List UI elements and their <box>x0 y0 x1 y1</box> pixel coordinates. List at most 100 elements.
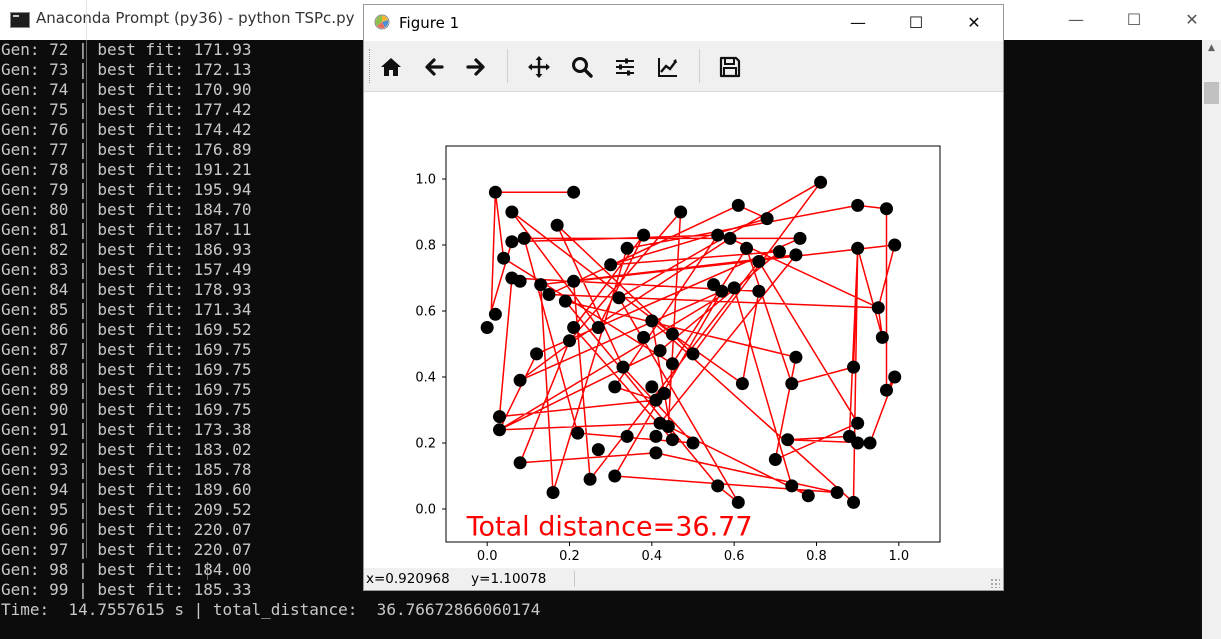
city-point <box>686 347 700 361</box>
figure-window: Figure 1 — ☐ ✕ <box>363 4 1004 591</box>
city-point <box>558 294 572 308</box>
close-button[interactable]: ✕ <box>1185 10 1199 29</box>
console-line: Gen: 89 | best fit: 169.75 <box>1 380 252 399</box>
city-point <box>851 416 865 430</box>
console-line: Gen: 86 | best fit: 169.52 <box>1 320 252 339</box>
city-point <box>513 373 527 387</box>
city-point <box>863 436 877 450</box>
console-summary-divider <box>207 562 208 580</box>
subplots-button[interactable] <box>610 52 640 82</box>
customize-icon <box>658 58 677 77</box>
toolbar-separator <box>507 49 508 83</box>
console-line: Gen: 78 | best fit: 191.21 <box>1 160 252 179</box>
city-point <box>847 360 861 374</box>
console-scrollbar[interactable]: ▲ <box>1202 40 1221 639</box>
x-tick-label: 0.8 <box>806 549 827 564</box>
city-point <box>752 284 766 298</box>
console-line: Gen: 76 | best fit: 174.42 <box>1 120 252 139</box>
zoom-button[interactable] <box>567 52 597 82</box>
console-line: Gen: 85 | best fit: 171.34 <box>1 300 252 319</box>
city-point <box>674 205 688 219</box>
figure-maximize-button[interactable]: ☐ <box>908 13 924 32</box>
maximize-button[interactable]: ☐ <box>1126 10 1142 29</box>
minimize-button[interactable]: — <box>1068 10 1084 29</box>
customize-button[interactable] <box>653 52 683 82</box>
city-point <box>879 383 893 397</box>
home-button[interactable] <box>376 52 406 82</box>
city-point <box>752 255 766 268</box>
city-point <box>591 321 605 334</box>
city-point <box>772 245 786 259</box>
console-line: Gen: 83 | best fit: 157.49 <box>1 260 252 279</box>
city-point <box>760 212 774 226</box>
console-line: Gen: 72 | best fit: 171.93 <box>1 40 252 59</box>
terminal-icon <box>10 12 30 28</box>
city-point <box>851 198 865 212</box>
back-button[interactable] <box>419 52 449 82</box>
city-point <box>583 472 597 486</box>
total-distance-annotation: Total distance=36.77 <box>466 512 753 543</box>
scroll-up-icon[interactable]: ▲ <box>1208 43 1215 53</box>
subplots-icon <box>616 58 634 76</box>
y-tick-label: 0.2 <box>415 437 436 452</box>
city-point <box>649 446 663 460</box>
city-point <box>608 469 622 483</box>
axes-frame <box>445 145 941 543</box>
city-point <box>567 185 581 199</box>
console-line: Gen: 74 | best fit: 170.90 <box>1 80 252 99</box>
console-title: Anaconda Prompt (py36) - python TSPc.py <box>36 9 355 27</box>
city-point <box>620 241 634 255</box>
y-tick-label: 0.0 <box>415 503 436 518</box>
resize-grip[interactable] <box>990 578 1000 588</box>
city-point <box>534 278 548 292</box>
figure-close-button[interactable]: ✕ <box>967 13 981 32</box>
console-line: Gen: 84 | best fit: 178.93 <box>1 280 252 299</box>
pan-button[interactable] <box>524 52 554 82</box>
city-point <box>715 284 729 298</box>
city-point <box>785 479 799 493</box>
city-point <box>505 235 519 249</box>
toolbar-grip[interactable] <box>369 49 373 83</box>
city-point <box>571 426 585 440</box>
figure-minimize-button[interactable]: — <box>850 13 866 32</box>
back-arrow-icon <box>425 58 444 76</box>
city-point <box>665 357 679 371</box>
city-point <box>875 330 889 344</box>
city-point <box>488 307 502 321</box>
city-point <box>563 334 576 348</box>
city-point <box>665 327 679 341</box>
y-tick-label: 0.6 <box>415 305 436 320</box>
forward-arrow-icon <box>466 58 485 76</box>
figure-canvas[interactable]: 0.0 0.2 0.4 0.6 0.8 1.0 0.0 0.2 0.4 0.6 0.8 1.0 Tota… <box>364 92 1003 568</box>
forward-button[interactable] <box>461 52 491 82</box>
tsp-route-plot[interactable]: 0.0 0.2 0.4 0.6 0.8 1.0 0.0 0.2 0.4 0.6 0.8 1.0 Tota… <box>364 92 1003 568</box>
figure-titlebar[interactable]: Figure 1 — ☐ ✕ <box>364 5 1003 41</box>
x-tick-label: 0.0 <box>477 549 498 564</box>
console-line: Gen: 87 | best fit: 169.75 <box>1 340 252 359</box>
city-point <box>793 231 807 245</box>
console-line: Gen: 79 | best fit: 195.94 <box>1 180 252 199</box>
y-tick-label: 0.8 <box>415 239 436 254</box>
x-tick-label: 0.6 <box>724 549 745 564</box>
city-point <box>665 433 679 447</box>
x-tick-label: 1.0 <box>888 549 909 564</box>
console-line: Gen: 91 | best fit: 173.38 <box>1 420 252 439</box>
city-point <box>637 330 651 344</box>
home-icon <box>381 58 401 76</box>
console-line: Gen: 88 | best fit: 169.75 <box>1 360 252 379</box>
city-point <box>653 344 667 358</box>
city-point <box>888 238 902 252</box>
city-point <box>608 380 622 394</box>
console-line: Gen: 82 | best fit: 186.93 <box>1 240 252 259</box>
city-point <box>657 387 671 400</box>
city-point <box>649 429 663 443</box>
city-point <box>686 436 700 450</box>
save-button[interactable] <box>715 52 745 82</box>
console-line: Gen: 98 | best fit: 184.00 <box>1 560 252 579</box>
save-icon <box>719 56 741 78</box>
scrollbar-thumb[interactable] <box>1204 82 1219 104</box>
console-line: Gen: 95 | best fit: 209.52 <box>1 500 252 519</box>
city-point <box>847 495 861 509</box>
city-point <box>768 453 782 466</box>
city-point <box>740 241 754 255</box>
